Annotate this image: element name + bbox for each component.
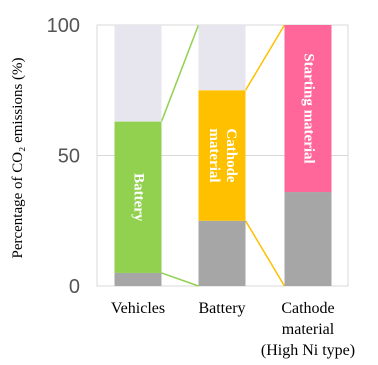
- y-tick-label: 50: [58, 146, 80, 168]
- bar-segment: [114, 121, 162, 273]
- segment-label: material: [206, 128, 222, 182]
- segment-label: Cathode: [223, 128, 239, 183]
- bar-segment: [114, 25, 162, 122]
- y-tick-label: 0: [69, 276, 80, 298]
- bar-segment: [284, 192, 332, 286]
- bar-segment: [198, 25, 246, 91]
- bar-segment: [198, 90, 246, 221]
- bar-segment: [284, 25, 332, 193]
- connector-line: [160, 24, 200, 122]
- connector-line: [244, 24, 286, 91]
- connector-line: [161, 272, 199, 287]
- category-label: (High Ni type): [261, 342, 355, 359]
- bar-segment: [114, 272, 162, 286]
- category-label: Battery: [198, 300, 245, 317]
- connector-layer: [160, 24, 286, 287]
- segment-label: Battery: [131, 173, 147, 222]
- category-label: Cathode: [281, 300, 334, 317]
- y-axis-label: Percentage of CO₂ emissions (%): [10, 57, 26, 258]
- y-tick-label: 100: [47, 15, 80, 37]
- category-label: Vehicles: [111, 300, 165, 317]
- segment-label: Starting material: [301, 53, 317, 163]
- category-label: material: [282, 321, 335, 338]
- bar-segment: [198, 220, 246, 286]
- connector-line: [244, 220, 286, 287]
